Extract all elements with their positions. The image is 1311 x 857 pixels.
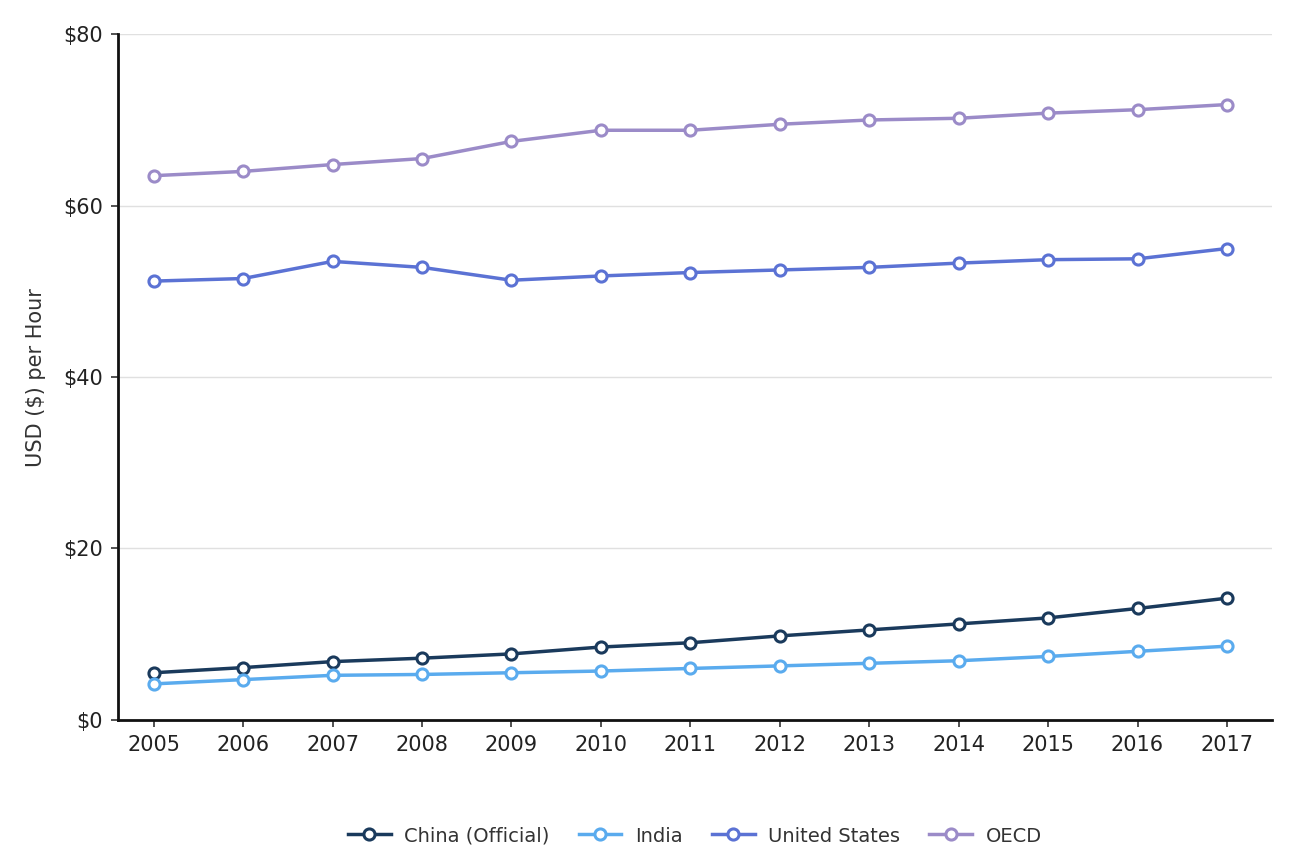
India bbox=[772, 661, 788, 671]
China (Official) bbox=[414, 653, 430, 663]
OECD bbox=[325, 159, 341, 170]
OECD bbox=[146, 171, 161, 181]
OECD bbox=[683, 125, 699, 135]
Y-axis label: USD ($) per Hour: USD ($) per Hour bbox=[26, 288, 46, 466]
United States bbox=[1130, 254, 1146, 264]
China (Official) bbox=[683, 638, 699, 648]
Line: United States: United States bbox=[148, 243, 1232, 286]
United States bbox=[325, 256, 341, 267]
OECD bbox=[861, 115, 877, 125]
India bbox=[1040, 651, 1055, 662]
OECD bbox=[503, 136, 519, 147]
United States bbox=[1219, 243, 1235, 254]
India bbox=[950, 656, 966, 666]
United States bbox=[683, 267, 699, 278]
China (Official) bbox=[503, 649, 519, 659]
China (Official) bbox=[236, 662, 252, 673]
Line: China (Official): China (Official) bbox=[148, 593, 1232, 678]
China (Official) bbox=[1040, 613, 1055, 623]
OECD bbox=[593, 125, 608, 135]
China (Official) bbox=[861, 625, 877, 635]
China (Official) bbox=[772, 631, 788, 641]
China (Official) bbox=[325, 656, 341, 667]
United States bbox=[1040, 255, 1055, 265]
India bbox=[503, 668, 519, 678]
India bbox=[593, 666, 608, 676]
OECD bbox=[1130, 105, 1146, 115]
Line: OECD: OECD bbox=[148, 99, 1232, 181]
Line: India: India bbox=[148, 641, 1232, 689]
India bbox=[1130, 646, 1146, 656]
United States bbox=[236, 273, 252, 284]
Legend: China (Official), India, United States, OECD: China (Official), India, United States, … bbox=[340, 818, 1050, 854]
United States bbox=[950, 258, 966, 268]
China (Official) bbox=[950, 619, 966, 629]
India bbox=[861, 658, 877, 668]
United States bbox=[593, 271, 608, 281]
China (Official) bbox=[1130, 603, 1146, 614]
United States bbox=[503, 275, 519, 285]
OECD bbox=[414, 153, 430, 164]
China (Official) bbox=[593, 642, 608, 652]
India bbox=[146, 679, 161, 689]
OECD bbox=[772, 119, 788, 129]
India bbox=[325, 670, 341, 680]
OECD bbox=[1219, 99, 1235, 110]
United States bbox=[861, 262, 877, 273]
OECD bbox=[950, 113, 966, 123]
China (Official) bbox=[146, 668, 161, 678]
India bbox=[1219, 641, 1235, 651]
China (Official) bbox=[1219, 593, 1235, 603]
OECD bbox=[1040, 108, 1055, 118]
India bbox=[236, 674, 252, 685]
United States bbox=[146, 276, 161, 286]
OECD bbox=[236, 166, 252, 177]
India bbox=[414, 669, 430, 680]
India bbox=[683, 663, 699, 674]
United States bbox=[414, 262, 430, 273]
United States bbox=[772, 265, 788, 275]
